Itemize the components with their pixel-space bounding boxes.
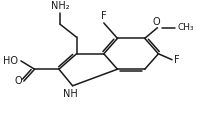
Text: O: O bbox=[14, 76, 22, 86]
Text: F: F bbox=[101, 11, 107, 21]
Text: HO: HO bbox=[3, 56, 18, 66]
Text: O: O bbox=[153, 17, 160, 26]
Text: F: F bbox=[174, 55, 180, 65]
Text: NH: NH bbox=[63, 89, 78, 99]
Text: NH₂: NH₂ bbox=[51, 1, 69, 11]
Text: CH₃: CH₃ bbox=[178, 23, 195, 32]
